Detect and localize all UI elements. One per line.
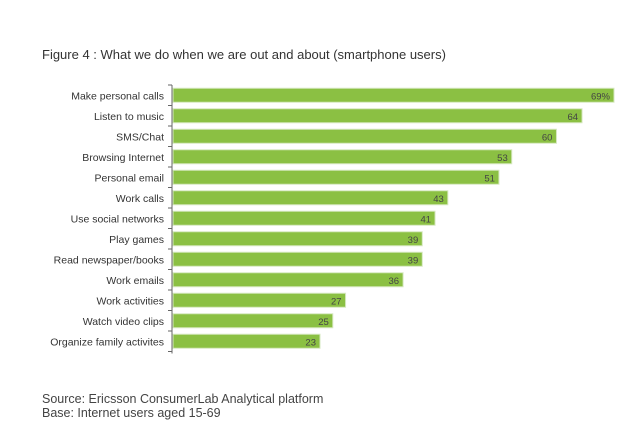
data-label: 39: [408, 235, 419, 246]
bar: [172, 169, 500, 185]
data-label: 64: [567, 112, 578, 123]
category-label: Read newspaper/books: [54, 254, 164, 266]
data-label: 27: [331, 296, 342, 307]
category-label: Listen to music: [94, 111, 164, 123]
data-label: 53: [497, 153, 508, 164]
source-note: Source: Ericsson ConsumerLab Analytical …: [42, 392, 324, 406]
data-label: 36: [389, 276, 400, 287]
bar: [172, 210, 436, 226]
data-label: 51: [484, 173, 495, 184]
category-label: Work emails: [106, 275, 164, 287]
bar: [172, 108, 583, 124]
bar: [172, 190, 449, 206]
category-label: SMS/Chat: [116, 131, 164, 143]
bar: [172, 149, 513, 165]
category-label: Organize family activites: [50, 336, 164, 348]
bar: [172, 333, 321, 349]
bar: [172, 272, 404, 288]
category-label: Use social networks: [71, 213, 164, 225]
data-label: 25: [318, 317, 329, 328]
bar: [172, 251, 423, 267]
data-label: 41: [420, 214, 431, 225]
bar: [172, 87, 615, 103]
category-label: Make personal calls: [71, 90, 164, 102]
base-note: Base: Internet users aged 15-69: [42, 406, 221, 420]
data-label: 39: [408, 255, 419, 266]
chart-title: Figure 4 : What we do when we are out an…: [42, 47, 446, 62]
category-label: Watch video clips: [83, 316, 164, 328]
category-label: Browsing Internet: [82, 152, 164, 164]
bar: [172, 231, 423, 247]
data-label: 23: [305, 337, 316, 348]
category-label: Work calls: [116, 193, 164, 205]
category-label: Play games: [109, 234, 164, 246]
bar: [172, 128, 557, 144]
bar: [172, 313, 334, 329]
category-label: Work activities: [97, 295, 165, 307]
data-label: 69%: [591, 91, 611, 102]
data-label: 60: [542, 132, 553, 143]
bar: [172, 292, 347, 308]
category-label: Personal email: [95, 172, 164, 184]
data-label: 43: [433, 194, 444, 205]
